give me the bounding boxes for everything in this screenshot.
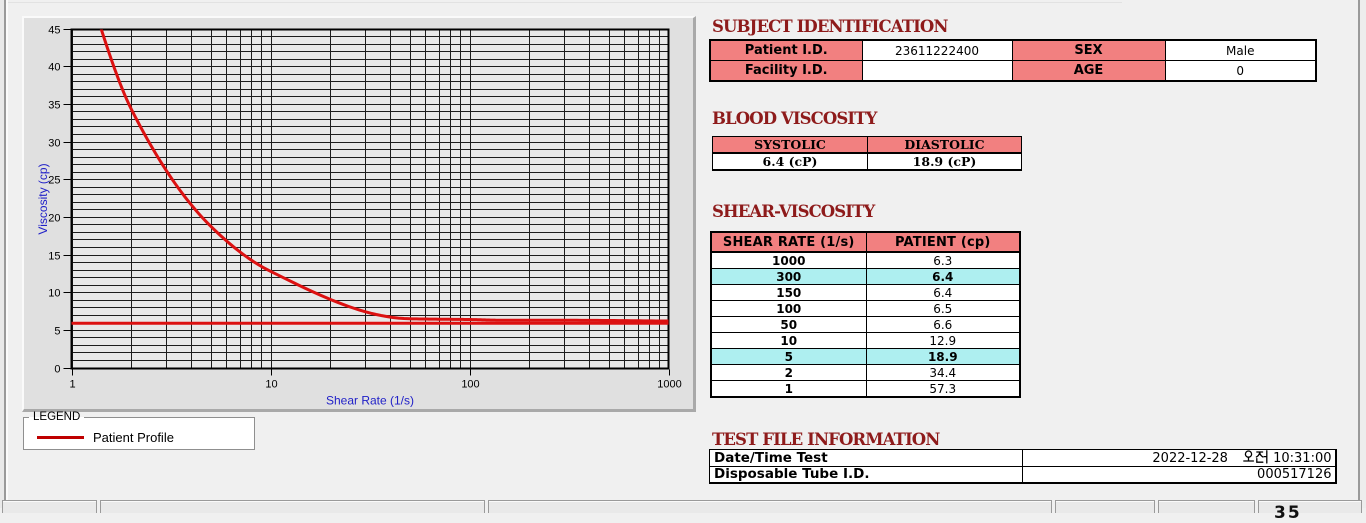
patient-viscosity-cell: 6.3 (865, 251, 1021, 269)
patient-viscosity-cell: 57.3 (865, 380, 1021, 398)
bottom-panel-4[interactable] (1055, 500, 1155, 513)
bottom-panel-1[interactable] (2, 500, 97, 513)
legend-entry: Patient Profile (37, 430, 174, 445)
shear-viscosity-row: 50 6.6 (710, 316, 1021, 333)
shear-rate-cell: 150 (710, 284, 867, 301)
patient-viscosity-cell: 6.6 (865, 316, 1021, 333)
legend-entry-label: Patient Profile (93, 430, 174, 445)
date-time-test-label: Date/Time Test (709, 449, 1023, 467)
table-header-row: SYSTOLIC DIASTOLIC (712, 136, 1022, 154)
table-row: 6.4 (cP) 18.9 (cP) (712, 152, 1022, 171)
shear-viscosity-row: 5 18.9 (710, 348, 1021, 365)
patient-viscosity-cell: 6.5 (865, 300, 1021, 317)
shear-viscosity-row: 1 57.3 (710, 380, 1021, 398)
shear-viscosity-row: 150 6.4 (710, 284, 1021, 301)
table-row: Disposable Tube I.D. 000517126 (709, 466, 1336, 484)
svg-text:Viscosity (cp): Viscosity (cp) (36, 163, 50, 234)
subject-identification-table: Patient I.D. 23611222400 SEX Male Facili… (709, 39, 1317, 82)
patient-viscosity-cell: 6.4 (865, 284, 1021, 301)
patient-viscosity-cell: 12.9 (865, 332, 1021, 349)
subject-identification-heading: SUBJECT IDENTIFICATION (712, 17, 948, 36)
svg-text:10: 10 (48, 288, 60, 300)
shear-rate-cell: 10 (710, 332, 867, 349)
shear-viscosity-row: 100 6.5 (710, 300, 1021, 317)
svg-text:10: 10 (265, 379, 277, 391)
window-left-highlight (6, 0, 8, 508)
age-value: 0 (1164, 60, 1317, 82)
chart-legend-box: LEGEND (23, 411, 255, 450)
patient-viscosity-cell: 18.9 (865, 348, 1021, 365)
svg-text:20: 20 (48, 213, 60, 225)
bottom-partial-text: 35 (1274, 503, 1302, 523)
svg-text:30: 30 (48, 138, 60, 150)
patient-id-label: Patient I.D. (709, 39, 863, 61)
age-label: AGE (1011, 60, 1166, 82)
shear-rate-cell: 1000 (710, 251, 867, 269)
date-time-test-value: 2022-12-28 10:31:00 (1022, 449, 1336, 467)
shear-rate-cell: 50 (710, 316, 867, 333)
blood-viscosity-heading: BLOOD VISCOSITY (712, 109, 877, 128)
disposable-tube-id-value: 000517126 (1022, 466, 1336, 484)
bottom-panel-3[interactable] (488, 500, 1052, 513)
shear-rate-column-header: SHEAR RATE (1/s) (710, 231, 867, 253)
facility-id-value (861, 60, 1013, 82)
systolic-header: SYSTOLIC (712, 136, 868, 154)
test-file-information-table: Date/Time Test 2022-12-28 10:31:00 Dispo… (709, 449, 1337, 484)
patient-viscosity-cell: 34.4 (865, 364, 1021, 381)
shear-viscosity-chart: 0 5 10 15 20 25 30 35 40 45 1 10 100 1000 Shear Rate (… (36, 25, 682, 408)
svg-text:40: 40 (48, 62, 60, 74)
legend-box-title: LEGEND (33, 411, 81, 423)
sex-label: SEX (1011, 39, 1166, 61)
svg-text:Shear Rate (1/s): Shear Rate (1/s) (326, 394, 414, 408)
svg-text:1000: 1000 (657, 379, 681, 391)
shear-rate-cell: 5 (710, 348, 867, 365)
blood-viscosity-table: SYSTOLIC DIASTOLIC 6.4 (cP) 18.9 (cP) (712, 136, 1022, 171)
shear-viscosity-row: 1000 6.3 (710, 251, 1021, 269)
legend-line-sample (37, 436, 84, 439)
table-row: Facility I.D. AGE 0 (709, 60, 1317, 82)
table-header-row: SHEAR RATE (1/s) PATIENT (cp) (710, 231, 1021, 253)
window-right-border (1358, 0, 1360, 508)
facility-id-label: Facility I.D. (709, 60, 863, 82)
table-row: Date/Time Test 2022-12-28 10:31:00 (709, 449, 1336, 467)
shear-viscosity-heading: SHEAR-VISCOSITY (712, 202, 875, 221)
disposable-tube-id-label: Disposable Tube I.D. (709, 466, 1023, 484)
shear-rate-cell: 2 (710, 364, 867, 381)
systolic-value: 6.4 (cP) (712, 152, 868, 171)
svg-text:100: 100 (461, 379, 479, 391)
svg-text:25: 25 (48, 175, 60, 187)
shear-viscosity-table: SHEAR RATE (1/s) PATIENT (cp) 1000 6.3 300… (710, 231, 1021, 398)
shear-viscosity-row: 10 12.9 (710, 332, 1021, 349)
diastolic-value: 18.9 (cP) (867, 152, 1022, 171)
shear-viscosity-row: 300 6.4 (710, 268, 1021, 285)
svg-text:1: 1 (69, 379, 75, 391)
bottom-panel-5[interactable] (1158, 500, 1255, 513)
patient-id-value: 23611222400 (861, 39, 1013, 61)
window-top-divider (8, 2, 1122, 3)
window-left-margin (0, 0, 4, 508)
table-row: Patient I.D. 23611222400 SEX Male (709, 39, 1317, 61)
window-right-margin (1360, 0, 1366, 508)
shear-rate-cell: 100 (710, 300, 867, 317)
shear-viscosity-row: 2 34.4 (710, 364, 1021, 381)
viscosity-chart-panel: 0 5 10 15 20 25 30 35 40 45 1 10 100 1000 Shear Rate (… (22, 16, 696, 412)
svg-text:5: 5 (54, 326, 60, 338)
patient-viscosity-cell: 6.4 (865, 268, 1021, 285)
shear-rate-cell: 300 (710, 268, 867, 285)
window-left-border (4, 0, 6, 508)
svg-text:35: 35 (48, 100, 60, 112)
svg-text:45: 45 (48, 25, 60, 37)
diastolic-header: DIASTOLIC (867, 136, 1022, 154)
svg-text:15: 15 (48, 251, 60, 263)
svg-text:0: 0 (54, 364, 60, 376)
korean-am-glyph (1243, 450, 1268, 464)
test-file-information-heading: TEST FILE INFORMATION (712, 430, 940, 449)
shear-rate-cell: 1 (710, 380, 867, 398)
sex-value: Male (1164, 39, 1317, 61)
bottom-panel-2[interactable] (100, 500, 485, 513)
patient-column-header: PATIENT (cp) (865, 231, 1021, 253)
